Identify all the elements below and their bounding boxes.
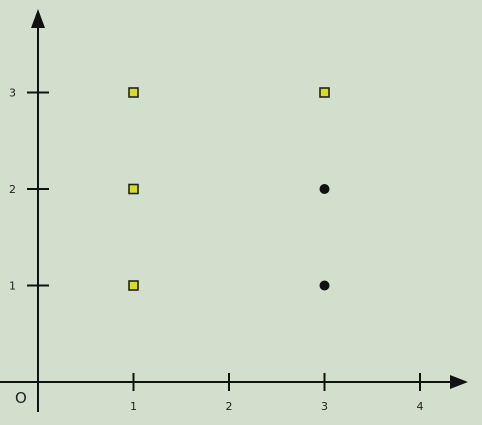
square-point: [128, 183, 139, 195]
y-tick-label: 3: [9, 87, 16, 100]
ticks: 1 2 3 4 1 2 3: [9, 87, 424, 414]
origin-label: O: [15, 389, 27, 407]
x-tick-label: 2: [226, 400, 233, 413]
x-axis-arrowhead: [450, 375, 468, 389]
y-axis-arrowhead: [31, 9, 45, 28]
x-tick-label: 1: [130, 400, 137, 413]
circle-point: [319, 280, 330, 291]
y-tick-label: 1: [9, 280, 16, 293]
data-points: [128, 87, 330, 291]
y-tick-label: 2: [9, 183, 16, 196]
x-tick-label: 3: [321, 400, 328, 413]
axes: O: [0, 9, 468, 412]
x-tick-label: 4: [417, 400, 424, 413]
square-point: [128, 87, 139, 98]
circle-point: [319, 184, 330, 194]
square-point: [319, 87, 330, 98]
square-point: [128, 280, 139, 291]
